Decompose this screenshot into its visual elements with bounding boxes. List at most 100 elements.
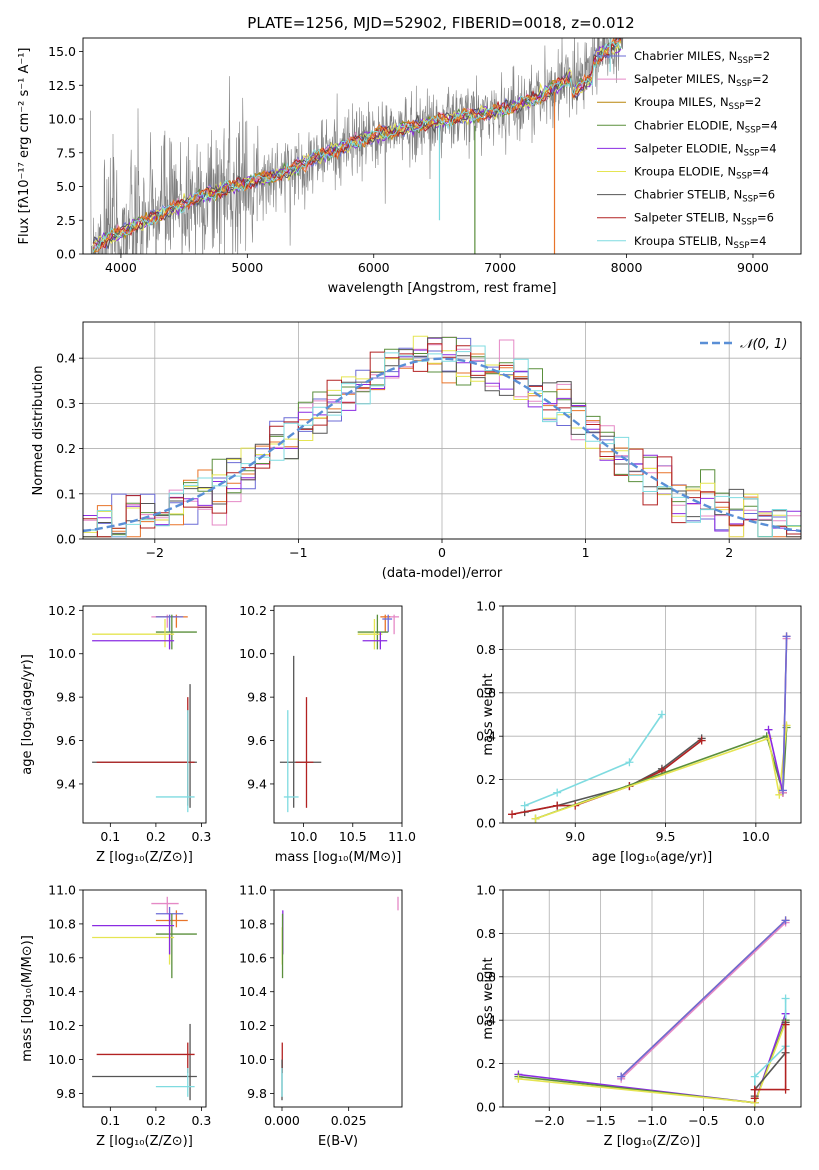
x-tick-label: −1.5 (585, 1113, 615, 1128)
y-tick-label: 0.2 (476, 1056, 496, 1071)
x-tick-label: 9000 (737, 260, 769, 275)
y-tick-label: 10.8 (239, 916, 267, 931)
x-tick-label: 0.1 (100, 1113, 120, 1128)
axes-frame (82, 605, 207, 824)
y-tick-label: 2.5 (56, 213, 76, 228)
x-tick-label: 0.2 (146, 829, 166, 844)
y-tick-label: 9.8 (56, 1086, 76, 1101)
legend-entry: Salpeter ELODIE, NSSP=4 (634, 141, 777, 158)
y-tick-label: 0.4 (476, 1013, 496, 1028)
weight-marker-salpeter_stelib (781, 1020, 790, 1029)
x-tick-label: 0.000 (264, 1113, 300, 1128)
y-axis-label: Flux [fλ10⁻¹⁷ erg cm⁻² s⁻¹ A⁻¹] (17, 48, 32, 245)
weight-line-chabrier_miles (620, 919, 787, 1078)
y-tick-label: 9.6 (247, 733, 267, 748)
weight-line-chabrier_miles (782, 636, 788, 791)
weight-marker-kroupa_stelib (625, 758, 634, 767)
y-tick-label: 9.8 (247, 1086, 267, 1101)
y-axis-label: Normed distribution (31, 366, 46, 496)
y-tick-label: 0.0 (56, 247, 76, 262)
axes-frame (502, 605, 802, 824)
x-tick-label: 10.0 (290, 829, 318, 844)
x-tick-label: 4000 (105, 260, 137, 275)
plot-area (514, 916, 790, 1107)
legend-entry: Chabrier ELODIE, NSSP=4 (634, 118, 778, 135)
weight-marker-kroupa_stelib (750, 1072, 759, 1081)
x-axis-label: wavelength [Angstrom, rest frame] (328, 281, 557, 296)
legend-entry: Chabrier STELIB, NSSP=6 (634, 188, 775, 205)
axes-mass-vs-Z: 0.1 0.2 0.3 9.8 10.0 10.2 10.4 10.6 10.8 11.0 Z [l… (20, 883, 211, 1150)
x-tick-label: 5000 (231, 260, 263, 275)
legend-entry: Kroupa STELIB, NSSP=4 (634, 234, 766, 251)
y-tick-label: 10.2 (239, 603, 267, 618)
weight-marker-chabrier_miles (778, 786, 787, 795)
axes-frame (82, 37, 802, 255)
weight-line-salpeter_stelib (511, 739, 703, 816)
plot-area (92, 614, 197, 813)
y-tick-label: 0.3 (56, 396, 76, 411)
y-tick-label: 0.0 (476, 816, 496, 831)
y-axis-label: mass weight (481, 957, 496, 1039)
y-tick-label: 15.0 (48, 44, 76, 59)
weight-line-kroupa_stelib (754, 998, 787, 1090)
y-tick-label: 11.0 (239, 883, 267, 898)
x-tick-label: 0.3 (191, 829, 211, 844)
axes-frame (273, 889, 403, 1108)
axes-residuals: −2 −1 0 1 2 0.0 0.1 0.2 0.3 0.4 (data-model)/error… (31, 321, 802, 581)
weight-marker-kroupa_stelib (553, 788, 562, 797)
x-tick-label: −1 (289, 545, 307, 560)
weight-line-salpeter_miles (620, 921, 787, 1080)
axes-age-vs-Z: 0.1 0.2 0.3 9.4 9.6 9.8 10.0 10.2 Z [log₁₀(Z/Z⊙)… (20, 603, 211, 865)
y-tick-label: 10.2 (48, 603, 76, 618)
x-tick-label: 0.025 (331, 1113, 367, 1128)
x-axis-label: Z [log₁₀(Z/Z⊙)] (96, 850, 193, 865)
histogram-orange_extra (83, 353, 801, 538)
x-tick-label: 0.1 (100, 829, 120, 844)
axes-frame (273, 605, 403, 824)
weight-marker-salpeter_stelib (553, 801, 562, 810)
legend-entry: Salpeter MILES, NSSP=2 (634, 72, 769, 89)
weight-marker-chabrier_miles (781, 916, 790, 925)
y-tick-label: 0.0 (56, 532, 76, 547)
axes-mass-vs-ebv: 0.000 0.025 9.8 10.0 10.2 10.4 10.6 10.8 11.0 E(B… (239, 883, 403, 1149)
model-spectrum-salpeter_elodie (92, 44, 622, 250)
weight-marker-chabrier_miles (782, 632, 791, 641)
y-tick-label: 9.4 (247, 776, 267, 791)
model-spectrum-salpeter_stelib (92, 38, 622, 250)
axes-age-vs-mass: 10.0 10.5 11.0 9.4 9.6 9.8 10.0 10.2 mass [log₁₀… (239, 603, 416, 865)
y-tick-label: 9.6 (56, 733, 76, 748)
weight-marker-salpeter_stelib (750, 1094, 759, 1103)
x-tick-label: −0.5 (688, 1113, 718, 1128)
weight-line-chabrier_elodie (535, 727, 788, 820)
weight-line-chabrier_stelib (524, 737, 703, 813)
x-tick-label: 9.5 (656, 829, 676, 844)
y-tick-label: 11.0 (48, 883, 76, 898)
x-tick-label: 0 (438, 545, 446, 560)
x-tick-label: −1.0 (637, 1113, 667, 1128)
axes-weight-vs-age: 9.0 9.5 10.0 0.0 0.2 0.4 0.6 0.8 1.0 age [log₁₀(a… (476, 599, 802, 865)
plot-layer: 4000 5000 6000 7000 8000 90000.02.55.07.510.0… (17, 37, 802, 1150)
weight-marker-salpeter_elodie (764, 725, 773, 734)
weight-line-kroupa_stelib (524, 714, 663, 807)
y-tick-label: 10.2 (239, 1018, 267, 1033)
y-tick-label: 10.0 (48, 646, 76, 661)
model-spectrum-kroupa_stelib (92, 41, 622, 253)
model-spectrum-orange_extra (93, 38, 622, 253)
x-tick-label: 10.0 (742, 829, 770, 844)
weight-marker-salpeter_stelib (750, 1085, 759, 1094)
plot-area (281, 896, 399, 1101)
y-tick-label: 7.5 (56, 145, 76, 160)
x-axis-label: E(B-V) (318, 1134, 358, 1149)
x-tick-label: 10.5 (339, 829, 367, 844)
x-tick-label: 11.0 (388, 829, 416, 844)
axes-weight-vs-Z: −2.0 −1.5 −1.0 −0.5 0.0 0.0 0.2 0.4 0.6 0.8 1.0 Z [… (476, 883, 802, 1149)
weight-marker-salpeter_stelib (781, 1085, 790, 1094)
x-axis-label: (data-model)/error (382, 566, 503, 581)
weight-line-salpeter_elodie (767, 729, 784, 793)
y-tick-label: 10.4 (239, 984, 267, 999)
y-tick-label: 1.0 (476, 883, 496, 898)
axes-frame (82, 889, 207, 1108)
y-tick-label: 10.4 (48, 984, 76, 999)
x-axis-label: Z [log₁₀(Z/Z⊙)] (604, 1134, 701, 1149)
